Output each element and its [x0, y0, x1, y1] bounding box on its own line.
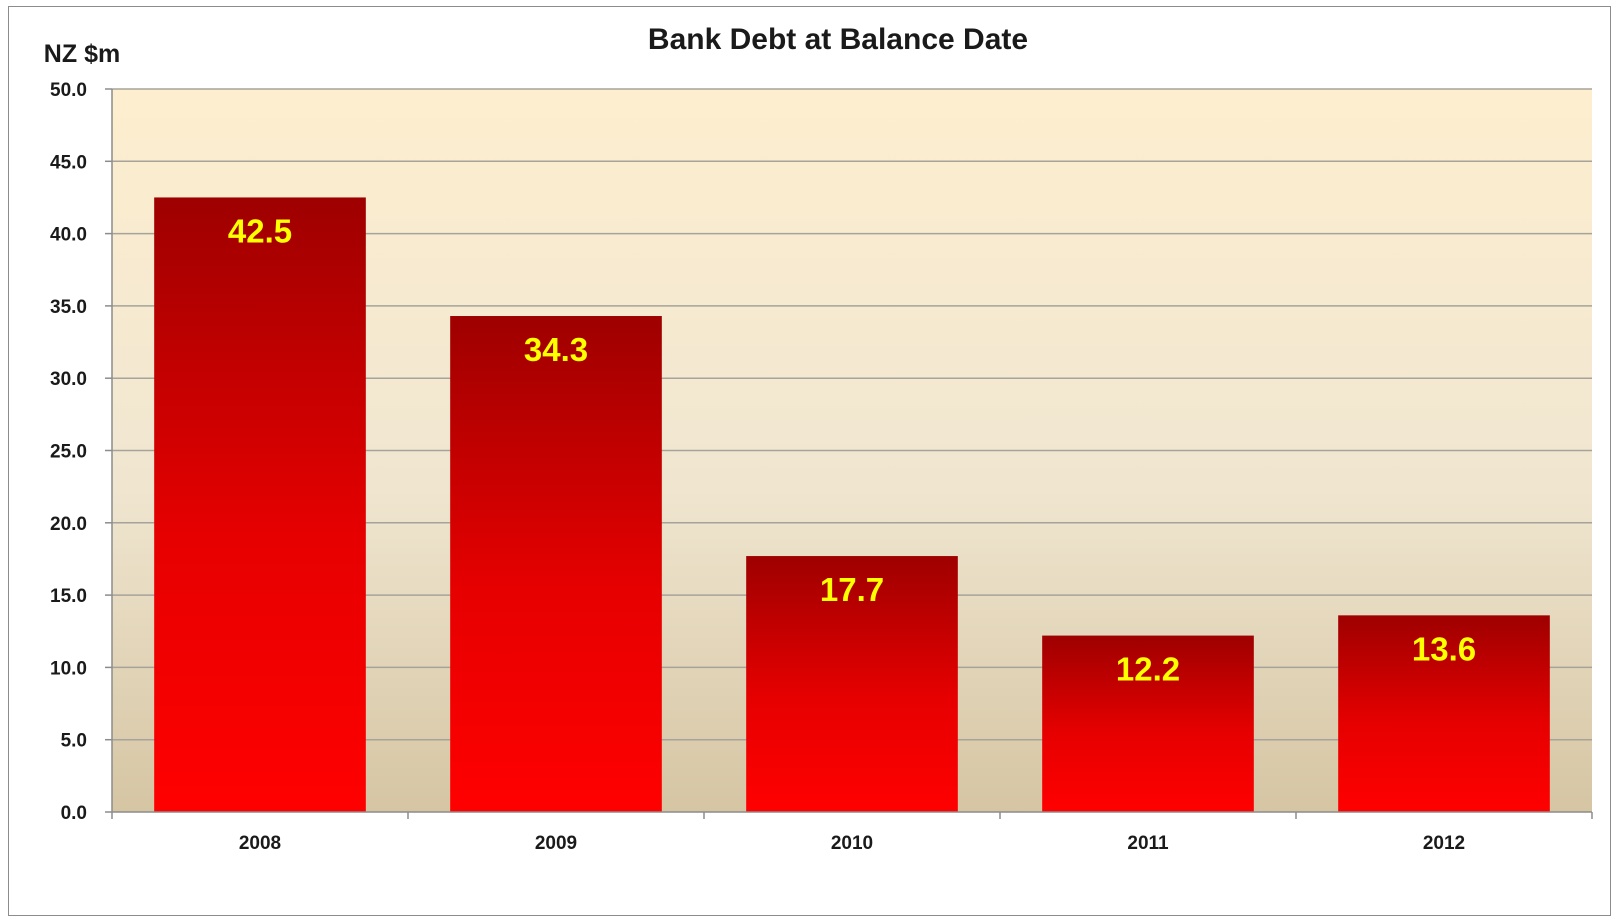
x-tick-label-2010: 2010 [831, 833, 873, 854]
y-tick-label: 25.0 [50, 442, 87, 463]
y-axis-unit-label: NZ $m [44, 40, 120, 68]
x-tick-label-2009: 2009 [535, 833, 577, 854]
data-label-2009: 34.3 [524, 331, 588, 368]
data-label-2010: 17.7 [820, 571, 884, 608]
bar-2010 [746, 556, 958, 812]
data-label-2008: 42.5 [228, 212, 292, 249]
y-tick-label: 10.0 [50, 658, 87, 679]
bar-2011 [1042, 635, 1254, 812]
y-tick-label: 15.0 [50, 586, 87, 607]
y-tick-label: 20.0 [50, 514, 87, 535]
y-tick-label: 35.0 [50, 297, 87, 318]
chart-title: Bank Debt at Balance Date [648, 23, 1028, 56]
x-tick-label-2008: 2008 [239, 833, 281, 854]
data-label-2012: 13.6 [1412, 630, 1476, 667]
bar-2008 [154, 197, 366, 812]
y-tick-label: 50.0 [50, 80, 87, 101]
y-tick-label: 0.0 [61, 803, 87, 824]
y-axis-tick-labels: 0.0 5.0 10.0 15.0 20.0 25.0 30.0 35.0 40.0 45.0 50… [50, 80, 87, 824]
x-tick-label-2011: 2011 [1127, 833, 1169, 854]
y-tick-label: 45.0 [50, 152, 87, 173]
data-label-2011: 12.2 [1116, 651, 1180, 688]
y-tick-label: 5.0 [61, 731, 87, 752]
bars [154, 197, 1550, 812]
x-tick-label-2012: 2012 [1423, 833, 1465, 854]
axes [105, 88, 1593, 819]
y-tick-label: 40.0 [50, 225, 87, 246]
x-axis-tick-labels: 2008 2009 2010 2011 2012 [239, 833, 1465, 854]
data-labels: 42.5 34.3 17.7 12.2 13.6 [228, 212, 1476, 687]
bar-2012 [1338, 615, 1550, 812]
bar-2009 [450, 316, 662, 812]
y-tick-label: 30.0 [50, 369, 87, 390]
